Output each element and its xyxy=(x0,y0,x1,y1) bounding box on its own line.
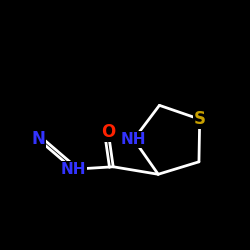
Text: O: O xyxy=(101,123,115,141)
Text: S: S xyxy=(194,110,206,128)
Text: NH: NH xyxy=(60,162,86,177)
Text: NH: NH xyxy=(121,132,146,147)
Text: N: N xyxy=(31,130,45,148)
